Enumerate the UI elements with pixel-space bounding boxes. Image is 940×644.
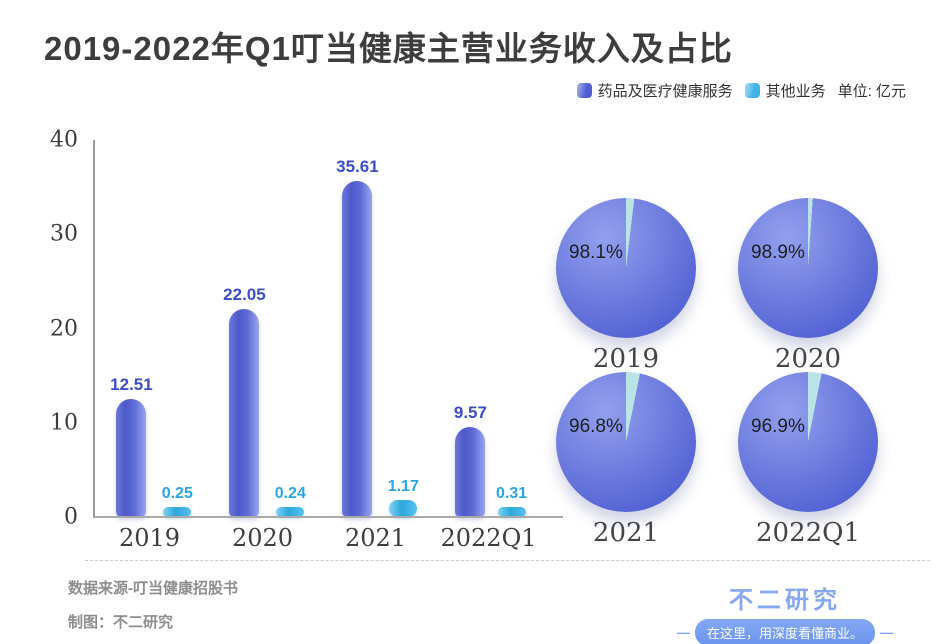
y-axis-tick-label: 20 (50, 316, 78, 341)
page-title: 2019-2022年Q1叮当健康主营业务收入及占比 (44, 30, 733, 67)
bar-column: 0.31 (495, 484, 528, 517)
legend-label: 其他业务 (765, 83, 826, 100)
bar-药品及医疗健康服务 (229, 309, 260, 517)
bar-group-2019: 12.51 0.25 (95, 140, 208, 517)
bar-value-label: 12.51 (110, 375, 153, 395)
legend-swatch-icon (744, 83, 760, 98)
bar-药品及医疗健康服务 (342, 181, 373, 517)
bar-其他业务 (163, 507, 192, 517)
pie-chart-2022Q1: 96.9% 2022Q1 (738, 372, 878, 548)
bar-column: 9.57 (454, 403, 487, 517)
pie-year-label: 2022Q1 (755, 518, 861, 548)
data-source-text: 数据来源-叮当健康招股书 (68, 580, 238, 597)
pie-percent-label: 98.1% (569, 242, 623, 263)
pie-chart-2019: 98.1% 2019 (556, 198, 696, 374)
x-axis-label-2020: 2020 (231, 524, 294, 552)
pie-year-label: 2021 (592, 518, 660, 548)
x-axis-label-2021: 2021 (344, 524, 407, 552)
pie-2021: 96.8% (556, 372, 696, 512)
bar-其他业务 (497, 506, 526, 517)
bar-column: 1.17 (388, 478, 419, 517)
bar-value-label: 9.57 (453, 402, 487, 422)
pie-percent-label: 96.9% (751, 416, 805, 437)
bar-column: 12.51 (110, 375, 153, 517)
bar-group-2020: 22.05 0.24 (208, 140, 321, 517)
brand-block: 不二研究 — 在这里，用深度看懂商业。 — (677, 580, 893, 644)
bar-value-label: 22.05 (223, 285, 266, 305)
unit-label: 单位: 亿元 (837, 83, 906, 100)
bar-其他业务 (389, 499, 418, 517)
y-axis-tick-label: 30 (50, 221, 78, 247)
pie-percent-label: 98.9% (751, 242, 805, 263)
bar-药品及医疗健康服务 (116, 399, 147, 517)
bar-group-2021: 35.61 1.17 (321, 140, 434, 517)
bar-chart-y-axis: 0 10 20 30 40 (38, 128, 84, 530)
pie-2020: 98.9% (738, 198, 878, 338)
legend-label: 药品及医疗健康服务 (597, 83, 733, 100)
y-axis-tick-label: 40 (50, 127, 78, 153)
bar-value-label: 0.25 (161, 485, 193, 502)
pie-year-label: 2019 (592, 344, 660, 374)
pill-dash-right: — (880, 625, 894, 640)
legend-item-1: 其他业务 (744, 80, 826, 101)
bar-column: 35.61 (336, 157, 379, 517)
pie-percent-label: 96.8% (569, 416, 623, 437)
bar-chart-plot: 12.51 0.25 22.05 0.24 35.61 1.17 9.57 0.31 (93, 140, 547, 517)
bar-chart-baseline (93, 516, 563, 518)
pie-chart-2021: 96.8% 2021 (556, 372, 696, 548)
pie-chart-2020: 98.9% 2020 (738, 198, 878, 374)
pill-dash-left: — (677, 625, 690, 640)
bar-column: 22.05 (223, 285, 266, 517)
credit-text: 制图：不二研究 (68, 614, 174, 631)
legend: 药品及医疗健康服务 其他业务 单位: 亿元 (576, 80, 906, 101)
bar-value-label: 1.17 (387, 477, 419, 495)
pie-year-label: 2020 (774, 344, 842, 374)
bar-column: 0.25 (162, 485, 193, 517)
x-axis-label-2022Q1: 2022Q1 (440, 524, 537, 552)
bar-group-2022Q1: 9.57 0.31 (434, 140, 547, 517)
footer-divider (85, 560, 930, 561)
bar-column: 0.24 (275, 485, 306, 517)
pie-2022Q1: 96.9% (738, 372, 878, 512)
x-axis-label-2019: 2019 (118, 524, 181, 552)
pie-2019: 98.1% (556, 198, 696, 338)
legend-swatch-icon (576, 83, 592, 98)
brand-slogan-badge: 在这里，用深度看懂商业。 (695, 619, 876, 644)
bar-value-label: 0.31 (495, 484, 528, 502)
bar-其他业务 (276, 507, 305, 517)
bar-value-label: 35.61 (336, 157, 379, 177)
bar-药品及医疗健康服务 (455, 426, 486, 517)
y-axis-tick-label: 10 (50, 410, 78, 436)
y-axis-tick-label: 0 (64, 504, 78, 530)
brand-wordmark: 不二研究 (729, 587, 841, 614)
legend-item-0: 药品及医疗健康服务 (576, 80, 733, 101)
bar-value-label: 0.24 (274, 485, 306, 503)
